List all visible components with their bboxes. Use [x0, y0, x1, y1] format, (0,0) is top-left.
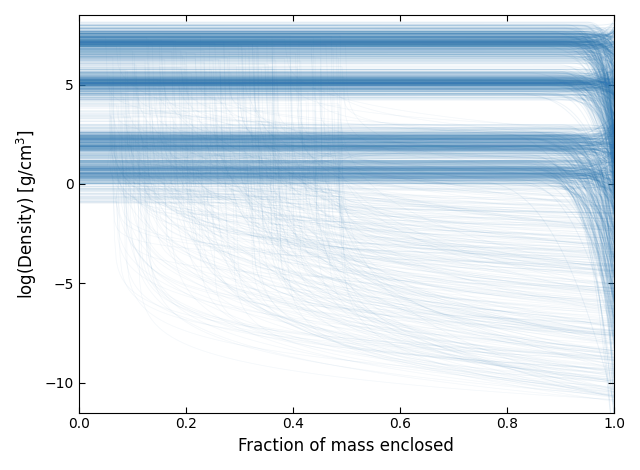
Y-axis label: log(Density) [$\mathrm{g/cm^3}$]: log(Density) [$\mathrm{g/cm^3}$] [15, 129, 39, 299]
X-axis label: Fraction of mass enclosed: Fraction of mass enclosed [239, 437, 454, 455]
